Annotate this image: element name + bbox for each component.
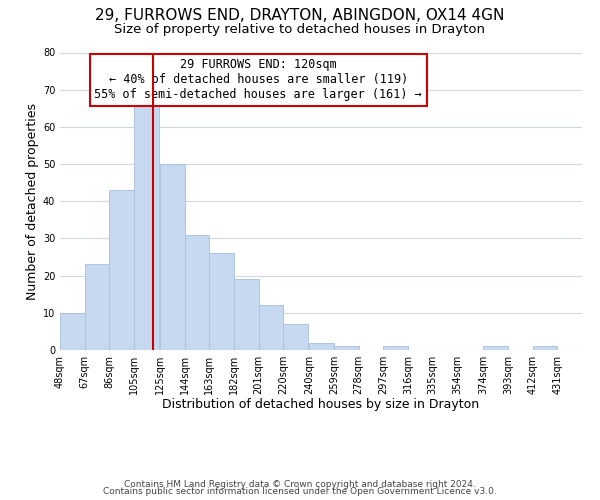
Bar <box>234 280 259 350</box>
Bar <box>60 313 85 350</box>
Bar <box>383 346 408 350</box>
Bar <box>160 164 185 350</box>
Y-axis label: Number of detached properties: Number of detached properties <box>26 103 38 300</box>
Bar <box>283 324 308 350</box>
Text: Size of property relative to detached houses in Drayton: Size of property relative to detached ho… <box>115 22 485 36</box>
Text: Contains HM Land Registry data © Crown copyright and database right 2024.: Contains HM Land Registry data © Crown c… <box>124 480 476 489</box>
Text: 29 FURROWS END: 120sqm
← 40% of detached houses are smaller (119)
55% of semi-de: 29 FURROWS END: 120sqm ← 40% of detached… <box>94 58 422 102</box>
Bar <box>134 104 158 350</box>
Bar <box>310 342 334 350</box>
Bar <box>259 306 283 350</box>
Bar <box>209 254 234 350</box>
Bar <box>185 234 209 350</box>
Bar <box>85 264 109 350</box>
Bar <box>109 190 134 350</box>
Text: 29, FURROWS END, DRAYTON, ABINGDON, OX14 4GN: 29, FURROWS END, DRAYTON, ABINGDON, OX14… <box>95 8 505 22</box>
Bar <box>484 346 508 350</box>
Bar <box>334 346 359 350</box>
Bar <box>533 346 557 350</box>
Text: Contains public sector information licensed under the Open Government Licence v3: Contains public sector information licen… <box>103 487 497 496</box>
X-axis label: Distribution of detached houses by size in Drayton: Distribution of detached houses by size … <box>163 398 479 411</box>
